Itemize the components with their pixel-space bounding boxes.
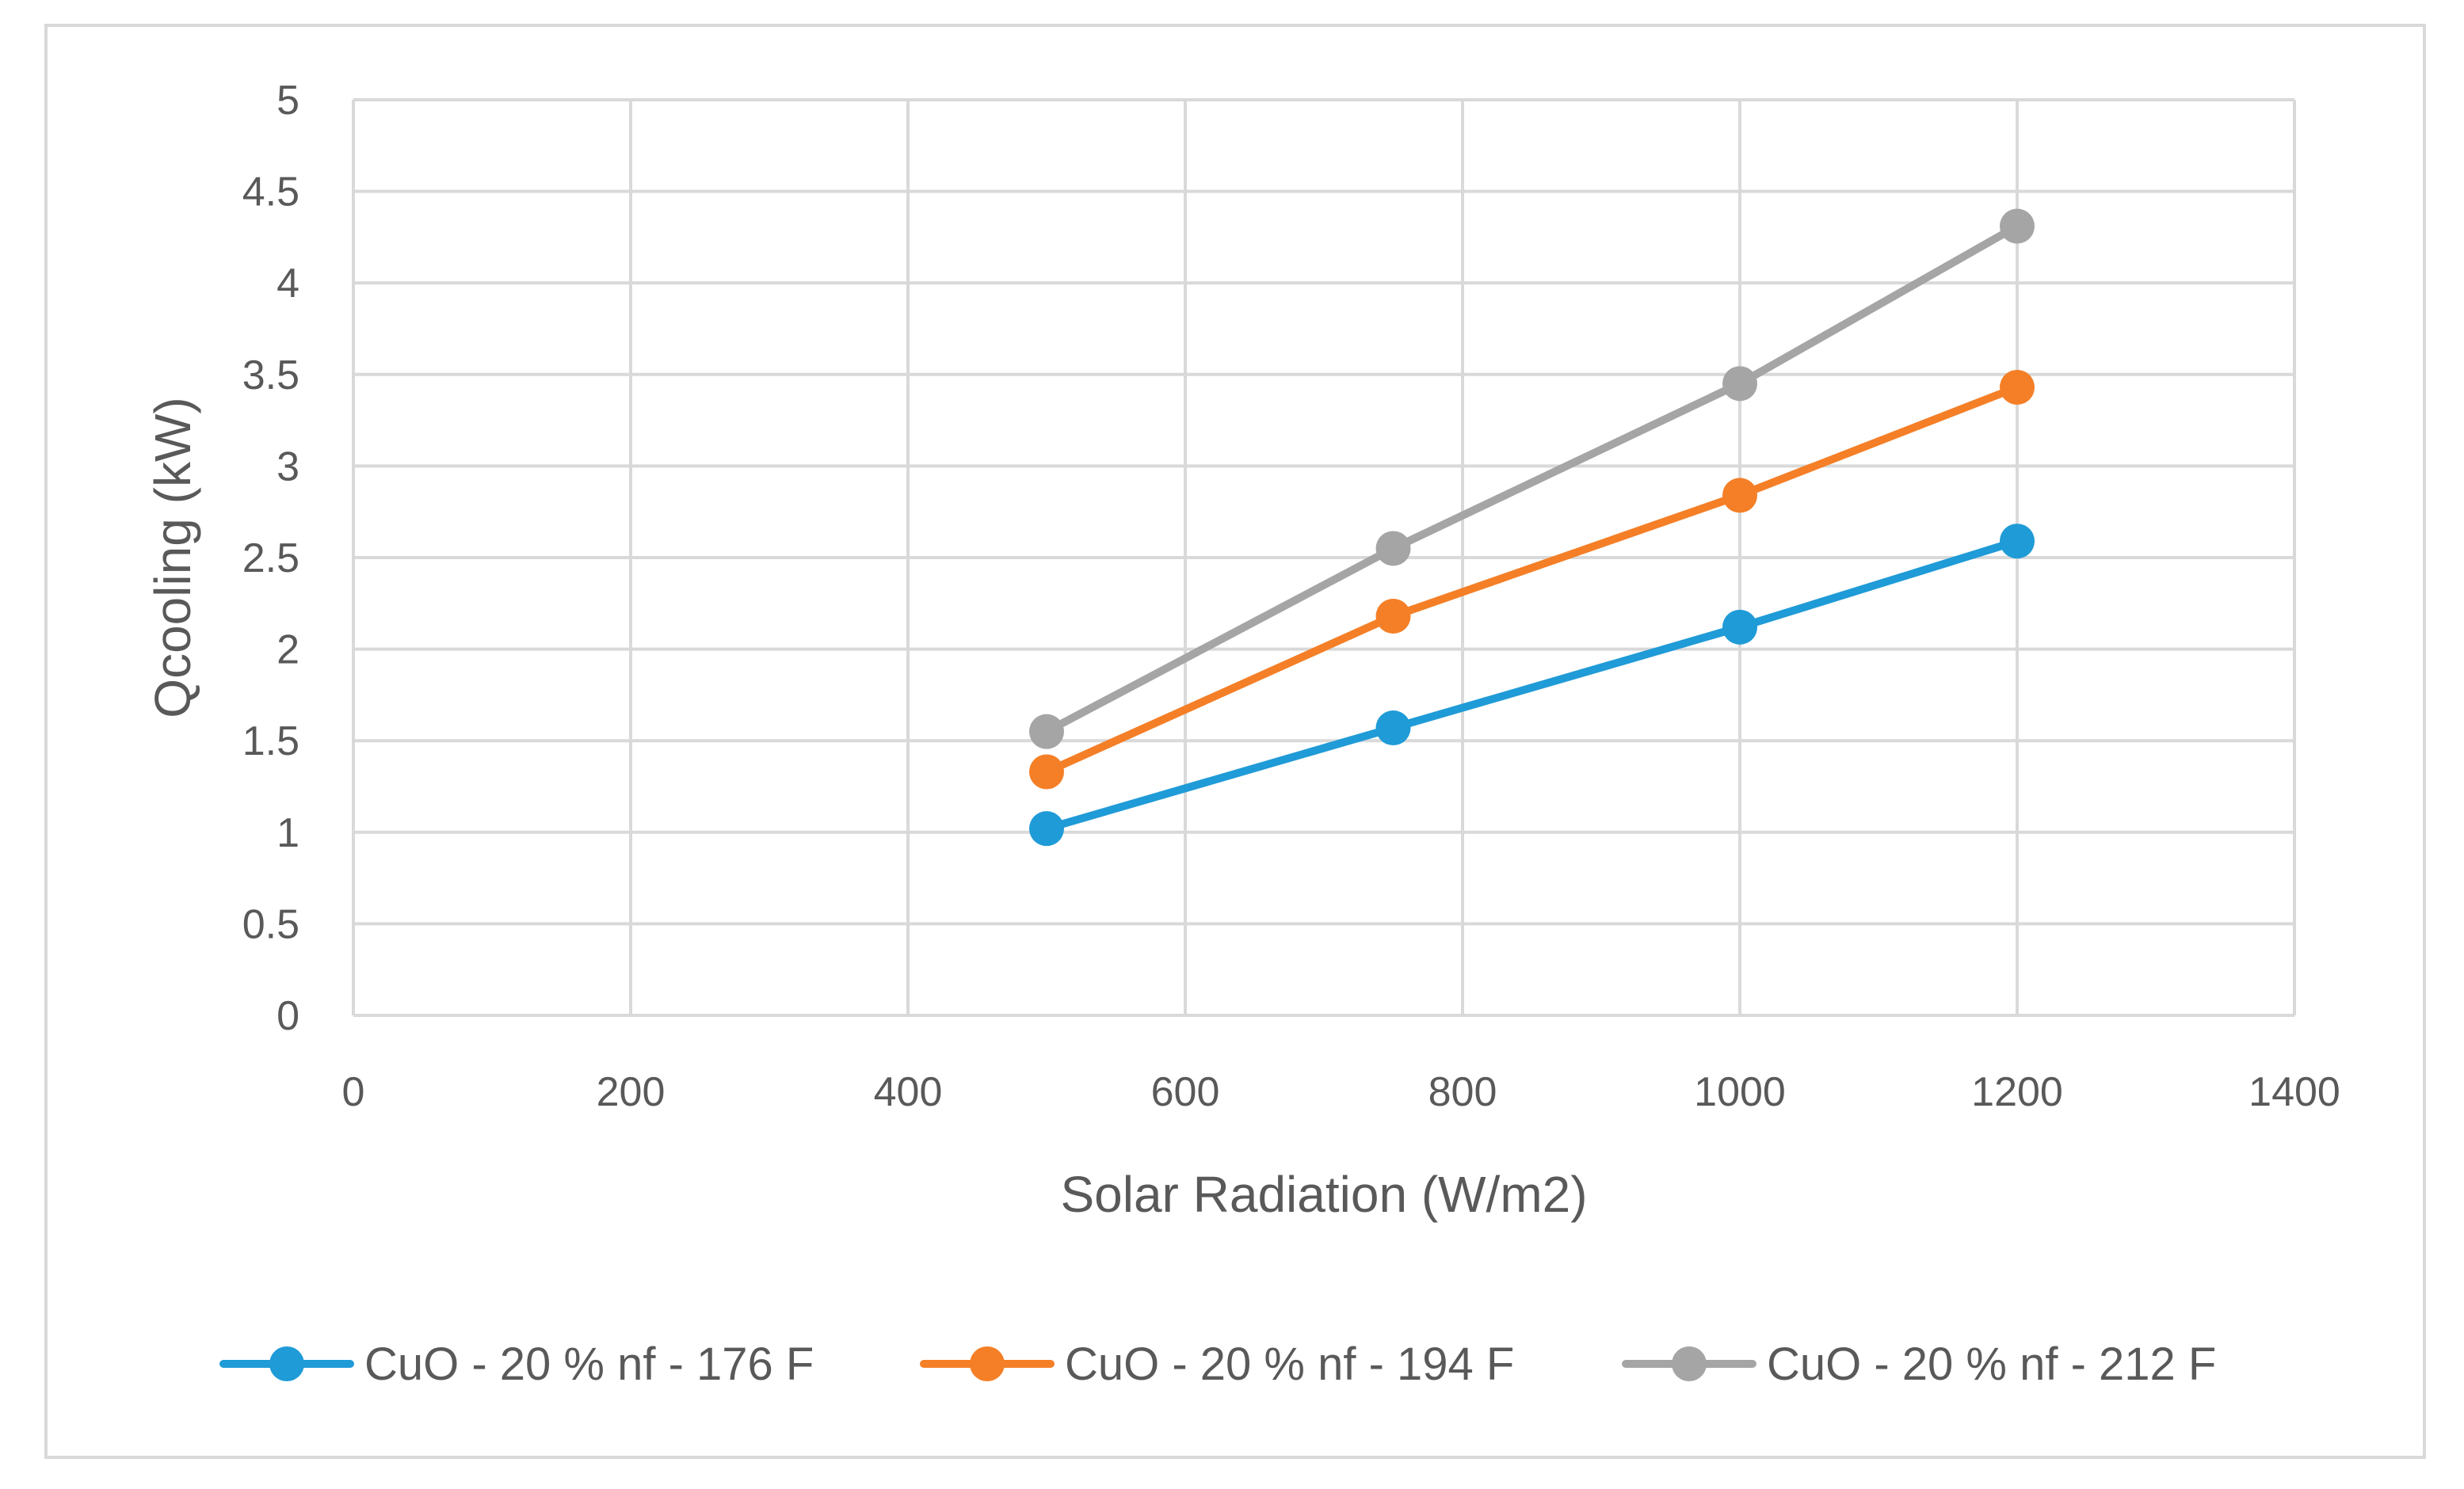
series-line (1043, 222, 2021, 736)
y-axis-ticks: 0 0.5 1 1.5 2 2.5 3 3.5 4 4.5 5 (242, 78, 299, 1039)
x-axis-title: Solar Radiation (W/m2) (1060, 1166, 1587, 1223)
y-tick-label: 0.5 (242, 901, 299, 947)
data-point (1029, 754, 1064, 790)
series-1 (1029, 524, 2035, 847)
y-tick-label: 1 (277, 810, 299, 856)
series-group (1029, 208, 2035, 847)
legend-item-1: CuO - 20 % nf - 176 F (219, 1339, 814, 1390)
data-point (1722, 609, 1757, 645)
x-tick-label: 1000 (1694, 1069, 1786, 1115)
x-axis-ticks: 0 200 400 600 800 1000 1200 1400 (342, 1069, 2340, 1115)
x-tick-label: 0 (342, 1069, 365, 1115)
series-2 (1029, 369, 2035, 790)
data-point (2000, 524, 2035, 559)
legend-label: CuO - 20 % nf - 212 F (1767, 1339, 2216, 1390)
data-point (2000, 208, 2035, 244)
data-point (1722, 366, 1757, 402)
x-tick-label: 800 (1428, 1069, 1497, 1115)
legend-label: CuO - 20 % nf - 194 F (1065, 1339, 1514, 1390)
x-tick-label: 200 (597, 1069, 666, 1115)
data-point (1375, 598, 1411, 634)
y-axis-title: Qcooling (kW) (144, 397, 201, 718)
y-tick-label: 1.5 (242, 718, 299, 764)
data-point (1375, 531, 1411, 566)
y-tick-label: 4.5 (242, 169, 299, 215)
data-point (2000, 369, 2035, 405)
y-tick-label: 4 (277, 261, 299, 307)
legend-marker (269, 1346, 304, 1381)
legend-item-3: CuO - 20 % nf - 212 F (1622, 1339, 2216, 1390)
y-tick-label: 0 (277, 993, 299, 1039)
x-tick-label: 400 (874, 1069, 943, 1115)
y-tick-label: 2 (277, 627, 299, 673)
data-point (1722, 478, 1757, 513)
y-tick-label: 3 (277, 444, 299, 489)
data-point (1375, 710, 1411, 746)
y-tick-label: 2.5 (242, 535, 299, 581)
legend-label: CuO - 20 % nf - 176 F (364, 1339, 814, 1390)
series-3 (1029, 208, 2035, 749)
series-line (1043, 537, 2021, 833)
legend-item-2: CuO - 20 % nf - 194 F (920, 1339, 1514, 1390)
x-tick-label: 600 (1151, 1069, 1220, 1115)
x-tick-label: 1200 (1971, 1069, 2063, 1115)
series-line (1043, 383, 2021, 776)
legend-marker (1672, 1346, 1707, 1381)
y-tick-label: 3.5 (242, 352, 299, 398)
legend-marker (970, 1346, 1005, 1381)
x-tick-label: 1400 (2248, 1069, 2340, 1115)
data-point (1029, 811, 1064, 847)
y-tick-label: 5 (277, 78, 299, 124)
data-point (1029, 714, 1064, 749)
legend: CuO - 20 % nf - 176 F CuO - 20 % nf - 194… (219, 1339, 2216, 1390)
